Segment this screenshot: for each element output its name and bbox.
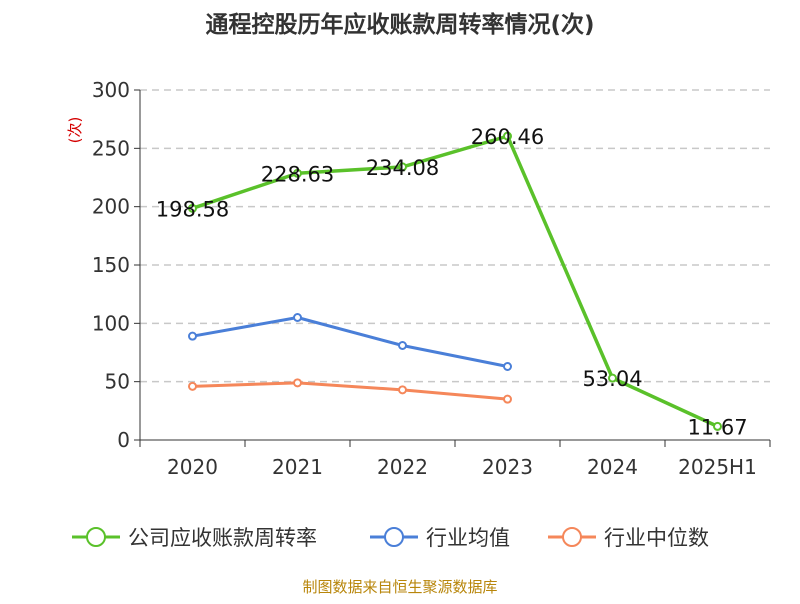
axes: 0 50 100 150 200 250 300 2020 2021 2022 2023 2024 20…	[92, 78, 771, 479]
y-tick-label: 0	[117, 428, 130, 452]
data-point	[188, 203, 197, 213]
data-label: 234.08	[366, 156, 439, 180]
y-axis-unit: (次)	[66, 117, 84, 144]
legend: 公司应收账款周转率 行业均值 行业中位数	[72, 526, 709, 550]
series-line	[192, 316, 508, 368]
data-point	[188, 331, 197, 341]
y-tick-label: 150	[92, 253, 130, 277]
data-point	[293, 313, 302, 322]
legend-marker	[562, 527, 582, 547]
series-line	[191, 134, 719, 428]
y-tick-label: 250	[92, 136, 130, 160]
series-line	[192, 381, 508, 401]
x-tick-label: 2021	[272, 455, 323, 479]
data-point	[503, 131, 512, 141]
data-point	[398, 341, 407, 350]
series-group: 198.58 228.63 234.08 260.46 53.04 11.67	[156, 125, 748, 439]
grid-lines	[140, 89, 770, 383]
data-point	[608, 373, 617, 383]
data-label: 53.04	[582, 367, 642, 391]
data-point	[188, 381, 197, 391]
y-tick-label: 100	[92, 311, 130, 335]
x-tick-label: 2020	[167, 455, 218, 479]
x-tick-label: 2025H1	[678, 455, 757, 479]
data-point	[713, 421, 722, 431]
legend-label: 行业均值	[426, 526, 510, 550]
y-tick-label: 200	[92, 195, 130, 219]
legend-marker	[384, 527, 404, 547]
source-note: 制图数据来自恒生聚源数据库	[302, 578, 497, 596]
data-label: 228.63	[261, 162, 334, 186]
data-point	[398, 385, 407, 395]
data-label: 260.46	[471, 125, 544, 149]
data-point	[398, 162, 407, 172]
y-tick-label: 300	[92, 78, 130, 102]
data-label: 11.67	[687, 415, 747, 439]
x-tick-label: 2023	[482, 455, 533, 479]
data-point	[293, 378, 302, 388]
data-point	[503, 362, 512, 371]
chart-title: 通程控股历年应收账款周转率情况(次)	[205, 11, 594, 38]
data-point	[293, 168, 302, 178]
data-label: 198.58	[156, 197, 229, 221]
y-tick-label: 50	[105, 370, 130, 394]
legend-label: 行业中位数	[604, 526, 709, 550]
data-point	[503, 394, 512, 404]
x-tick-label: 2022	[377, 455, 428, 479]
legend-marker	[86, 527, 106, 547]
x-tick-label: 2024	[587, 455, 638, 479]
legend-label: 公司应收账款周转率	[128, 526, 317, 550]
